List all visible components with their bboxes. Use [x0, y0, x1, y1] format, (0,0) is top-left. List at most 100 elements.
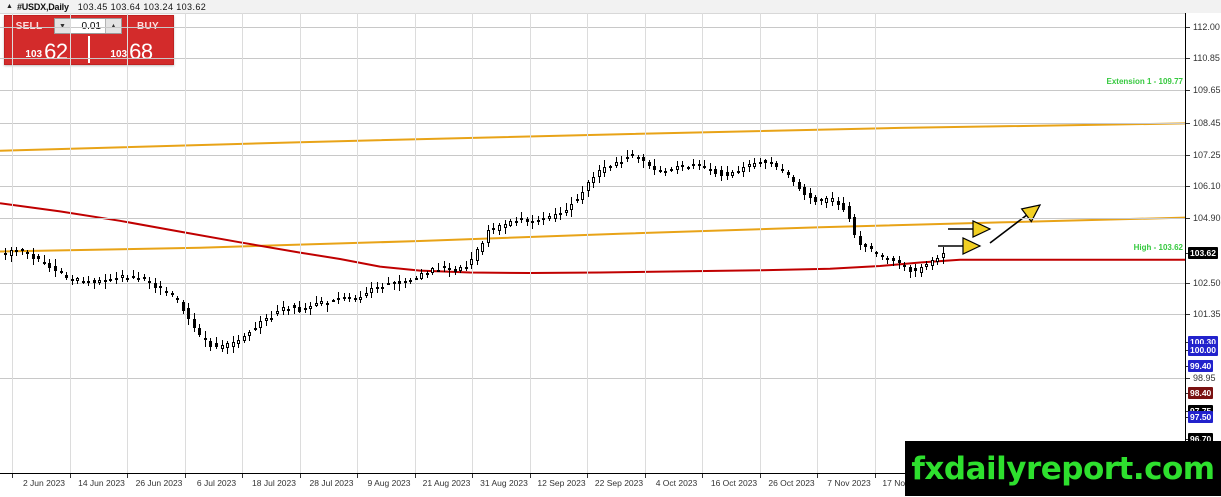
- candle-body: [20, 249, 24, 252]
- candle-body: [747, 164, 751, 168]
- price-tick-label: 100.00: [1188, 344, 1218, 357]
- price-tick-label: 108.45: [1193, 117, 1221, 128]
- candle-body: [681, 165, 685, 168]
- candle-body: [858, 235, 862, 246]
- buy-arrow-upper[interactable]: [948, 220, 992, 238]
- date-gridline: [817, 13, 818, 480]
- candle-body: [264, 318, 268, 321]
- buy-button[interactable]: BUY: [136, 20, 159, 32]
- candle-body: [87, 281, 91, 284]
- candle-body: [392, 282, 396, 285]
- sell-price[interactable]: 103 62: [5, 36, 88, 63]
- indicator-overlay: [0, 122, 1185, 275]
- date-tick-label: 2 Jun 2023: [22, 478, 66, 488]
- date-gridline: [414, 13, 416, 480]
- candle-body: [203, 337, 207, 341]
- candle-wick: [637, 154, 639, 164]
- watermark-text: fxdailyreport.com: [911, 450, 1215, 487]
- volume-stepper[interactable]: ▼ 0.01 ▲: [54, 18, 122, 34]
- candle-body: [664, 171, 668, 174]
- candle-wick: [116, 271, 117, 284]
- candle-body: [908, 267, 912, 272]
- candle-body: [187, 307, 191, 320]
- candle-body: [847, 205, 851, 219]
- date-tick: [702, 474, 703, 478]
- candle-body: [270, 317, 274, 321]
- date-tick-label: 4 Oct 2023: [655, 478, 698, 488]
- candle-wick: [138, 272, 140, 283]
- volume-decrease-icon[interactable]: ▼: [55, 19, 71, 33]
- date-tick: [759, 474, 761, 478]
- candle-wick: [887, 256, 889, 264]
- candle-body: [658, 169, 662, 172]
- candle-body: [170, 293, 174, 296]
- trend-arrow-diagonal[interactable]: [989, 204, 1042, 244]
- candle-body: [614, 162, 618, 166]
- price-tick-label: 107.25: [1193, 149, 1221, 160]
- candle-body: [153, 283, 157, 288]
- volume-input[interactable]: 0.01: [71, 19, 105, 33]
- buy-price[interactable]: 103 68: [90, 36, 173, 63]
- candle-body: [642, 156, 646, 162]
- candle-body: [309, 305, 313, 310]
- date-tick: [184, 474, 186, 478]
- candle-body: [81, 281, 85, 284]
- candle-body: [892, 258, 895, 261]
- candle-body: [165, 290, 168, 293]
- candle-wick: [737, 166, 739, 175]
- candle-wick: [110, 274, 112, 283]
- triangle-up-icon[interactable]: ▲: [6, 3, 13, 10]
- candle-body: [531, 220, 535, 223]
- sell-button[interactable]: SELL: [15, 20, 43, 32]
- volume-increase-icon[interactable]: ▲: [105, 19, 121, 33]
- candle-body: [486, 229, 490, 243]
- candle-wick: [277, 304, 278, 317]
- candle-body: [26, 252, 30, 255]
- trade-panel-top-row: SELL ▼ 0.01 ▲ BUY: [5, 16, 173, 36]
- candle-body: [653, 166, 657, 170]
- candle-body: [608, 166, 612, 169]
- candle-wick: [365, 287, 367, 298]
- candle-body: [475, 248, 479, 262]
- candle-body: [37, 255, 41, 260]
- candle-body: [880, 254, 884, 257]
- price-tick-label: 99.40: [1188, 360, 1214, 373]
- candle-body: [237, 340, 241, 344]
- candle-body: [103, 280, 107, 283]
- candle-body: [342, 296, 346, 299]
- date-gridline: [299, 13, 301, 480]
- candle-body: [536, 220, 540, 223]
- date-gridline: [759, 13, 761, 480]
- price-tick-label: 110.85: [1193, 52, 1220, 63]
- date-tick: [12, 474, 13, 478]
- price-tick-label: 102.50: [1193, 277, 1221, 288]
- price-gridline: [0, 57, 1185, 59]
- date-gridline: [69, 13, 71, 480]
- candle-body: [520, 218, 524, 221]
- buy-arrow-lower[interactable]: [938, 237, 982, 255]
- date-tick: [242, 474, 243, 478]
- date-gridline: [127, 13, 128, 480]
- candle-body: [126, 278, 130, 281]
- date-tick-label: 7 Nov 2023: [827, 478, 871, 488]
- candle-body: [808, 193, 812, 199]
- candle-body: [15, 250, 19, 253]
- candle-body: [464, 266, 468, 269]
- price-axis[interactable]: 112.00 110.85 109.65 108.45 107.25 106.10 104.…: [1185, 13, 1221, 480]
- price-tick-label: 98.40: [1188, 387, 1214, 400]
- date-tick: [414, 474, 416, 478]
- candle-wick: [132, 270, 134, 279]
- candle-body: [775, 163, 779, 167]
- candle-body: [176, 297, 180, 300]
- candle-body: [553, 214, 557, 220]
- candle-body: [503, 224, 507, 229]
- candle-body: [597, 170, 601, 177]
- buy-price-pips: 68: [129, 39, 153, 64]
- date-tick-label: 12 Sep 2023: [537, 478, 586, 488]
- price-tick-label: 101.35: [1193, 308, 1221, 319]
- candle-body: [731, 171, 734, 176]
- candle-body: [48, 262, 52, 269]
- candle-body: [453, 268, 457, 273]
- price-divider: [88, 36, 90, 63]
